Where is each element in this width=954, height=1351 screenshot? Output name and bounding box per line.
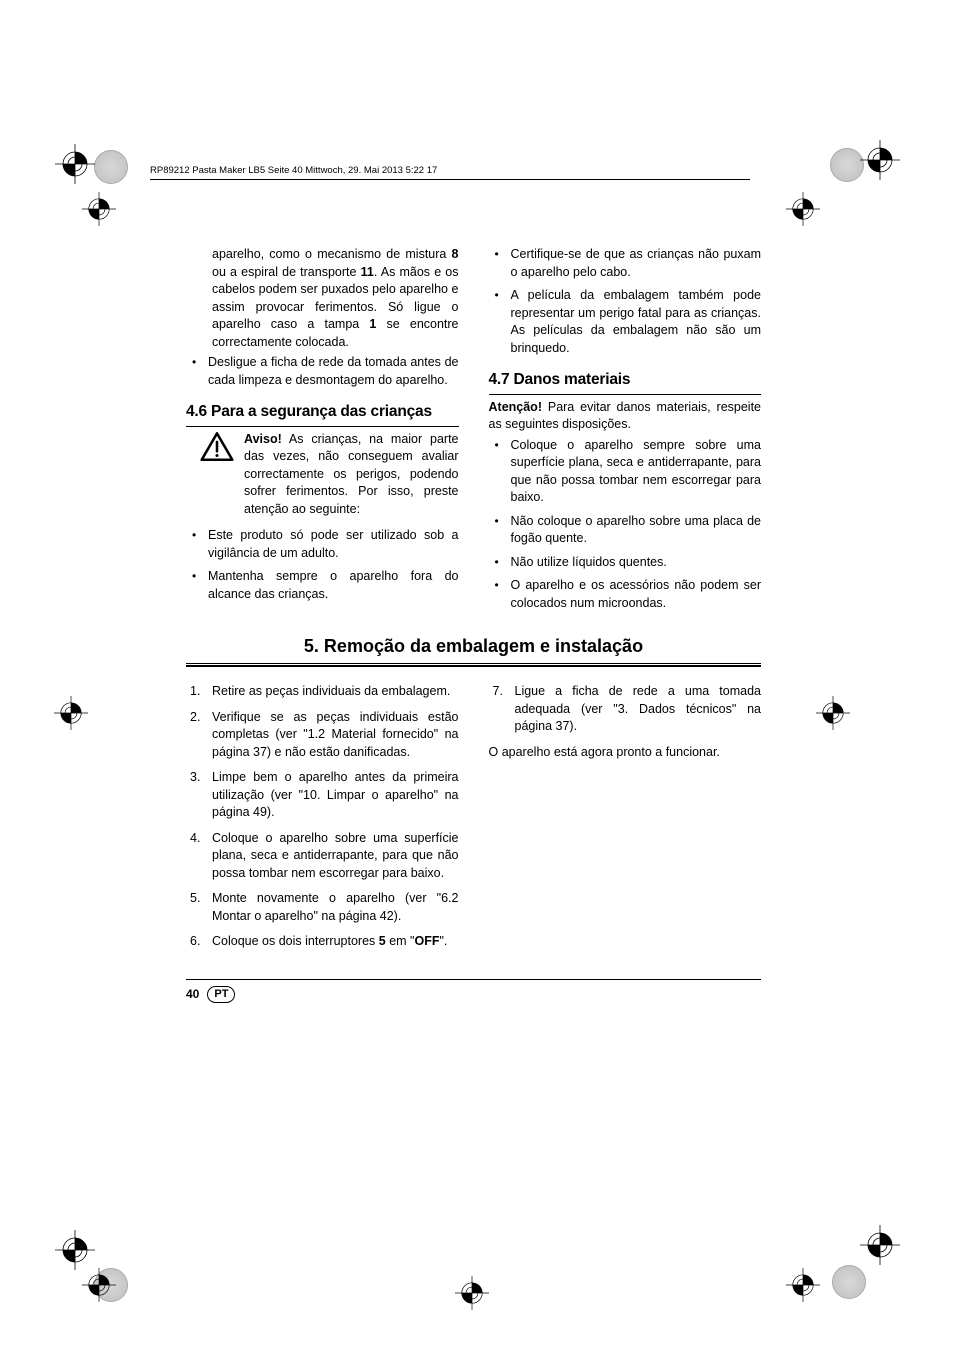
corner-circle — [832, 1265, 866, 1299]
right-column: Certifique-se de que as crianças não pux… — [489, 246, 762, 618]
bullet-item: Mantenha sempre o aparelho fora do alcan… — [186, 568, 459, 603]
regmark-icon — [54, 696, 88, 730]
text: ou a espiral de transporte — [212, 265, 361, 279]
ref-num: 5 — [379, 934, 386, 948]
bullet-item: Certifique-se de que as crianças não pux… — [489, 246, 762, 281]
heading-4-7: 4.7 Danos materiais — [489, 369, 762, 395]
left-column: aparelho, como o mecanismo de mistura 8 … — [186, 246, 459, 618]
warning-text: Aviso! As crianças, na maior parte das v… — [244, 431, 459, 519]
warning-block: Aviso! As crianças, na maior parte das v… — [186, 431, 459, 522]
page-footer: 40 PT — [186, 986, 761, 1003]
bullet-item: Coloque o aparelho sempre sobre uma supe… — [489, 437, 762, 507]
regmark-icon — [860, 140, 900, 180]
aviso-label: Aviso! — [244, 432, 282, 446]
corner-circle — [830, 148, 864, 182]
text: em " — [386, 934, 415, 948]
regmark-icon — [786, 192, 820, 226]
section5-left: Retire as peças individuais da embalagem… — [186, 683, 459, 959]
list-item: Verifique se as peças individuais estão … — [186, 709, 459, 762]
regmark-icon — [860, 1225, 900, 1265]
text: ". — [439, 934, 447, 948]
bullet-item: Este produto só pode ser utilizado sob a… — [186, 527, 459, 562]
regmark-icon — [786, 1268, 820, 1302]
corner-circle — [94, 150, 128, 184]
list-item: Retire as peças individuais da embalagem… — [186, 683, 459, 701]
off-label: OFF — [414, 934, 439, 948]
atencao-label: Atenção! — [489, 400, 542, 414]
list-item: Coloque o aparelho sobre uma superfície … — [186, 830, 459, 883]
bullet-item: Não utilize líquidos quentes. — [489, 554, 762, 572]
atencao-para: Atenção! Para evitar danos materiais, re… — [489, 399, 762, 434]
list-item: Coloque os dois interruptores 5 em "OFF"… — [186, 933, 459, 951]
lang-badge: PT — [207, 986, 235, 1003]
bullet-item: A película da embalagem também pode repr… — [489, 287, 762, 357]
regmark-icon — [455, 1276, 489, 1310]
regmark-icon — [55, 144, 95, 184]
section5-right: Ligue a ficha de rede a uma tomada adequ… — [489, 683, 762, 959]
bullet-item: O aparelho e os acessórios não podem ser… — [489, 577, 762, 612]
ref-num: 11 — [361, 265, 374, 279]
page-number: 40 — [186, 987, 199, 1001]
page-content: aparelho, como o mecanismo de mistura 8 … — [186, 246, 761, 1003]
regmark-icon — [82, 1268, 116, 1302]
warning-triangle-icon — [200, 431, 234, 522]
footer-rule — [186, 979, 761, 980]
list-item: Ligue a ficha de rede a uma tomada adequ… — [489, 683, 762, 736]
continued-para: aparelho, como o mecanismo de mistura 8 … — [186, 246, 459, 351]
runhead: RP89212 Pasta Maker LB5 Seite 40 Mittwoc… — [150, 165, 750, 180]
bullet-item: Não coloque o aparelho sobre uma placa d… — [489, 513, 762, 548]
ref-num: 8 — [452, 247, 459, 261]
list-item: Monte novamente o aparelho (ver "6.2 Mon… — [186, 890, 459, 925]
section-5-header: 5. Remoção da embalagem e instalação — [186, 636, 761, 667]
text: aparelho, como o mecanismo de mistura — [212, 247, 452, 261]
final-para: O aparelho está agora pronto a funcionar… — [489, 744, 762, 762]
regmark-icon — [816, 696, 850, 730]
regmark-icon — [55, 1230, 95, 1270]
text: Coloque os dois interruptores — [212, 934, 379, 948]
heading-4-6: 4.6 Para a segurança das crianças — [186, 401, 459, 427]
section-5-title: 5. Remoção da embalagem e instalação — [186, 636, 761, 657]
regmark-icon — [82, 192, 116, 226]
bullet-item: Desligue a ficha de rede da tomada antes… — [186, 354, 459, 389]
list-item: Limpe bem o aparelho antes da primeira u… — [186, 769, 459, 822]
